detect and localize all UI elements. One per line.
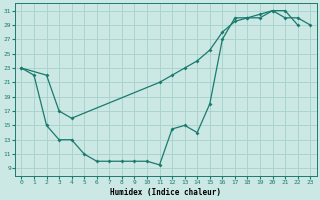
X-axis label: Humidex (Indice chaleur): Humidex (Indice chaleur) — [110, 188, 221, 197]
